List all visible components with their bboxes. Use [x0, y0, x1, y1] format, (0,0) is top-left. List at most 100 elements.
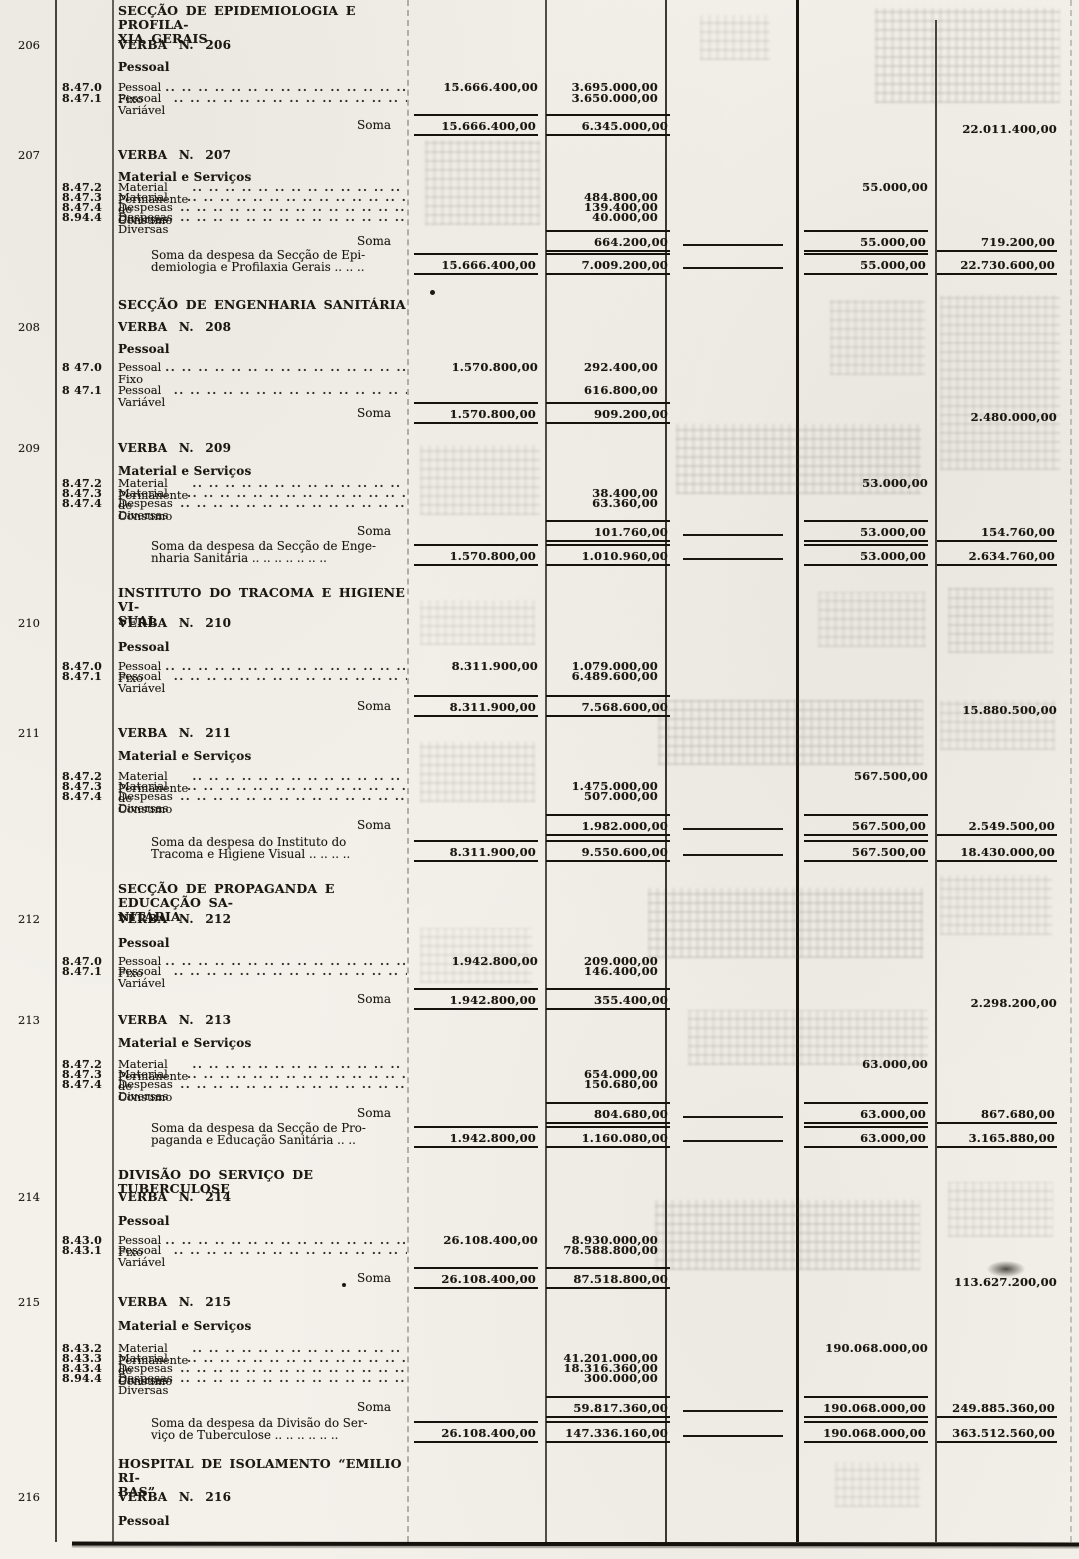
text-line: paganda e Educação Sanitária .. .. [151, 1132, 356, 1147]
dot-leader: .. .. .. .. .. .. .. .. .. .. .. .. .. .… [180, 1373, 407, 1385]
text-line: XIA GERAIS [118, 31, 208, 46]
ink-speck [342, 1283, 346, 1287]
amount-c2: 664.200,00 [546, 230, 670, 252]
empty-column-rule [683, 1435, 783, 1437]
budget-code: 8.47.0 [56, 956, 113, 968]
amount-c1-value: 1.570.800,00 [451, 360, 538, 374]
verba-margin-number: 210 [0, 616, 56, 630]
item-row: 8 47.0 Pessoal Fixo.. .. .. .. .. .. .. .… [0, 360, 1079, 386]
amount-c4-value: 567.500,00 [804, 814, 928, 836]
amount-c2-value: 59.817.360,00 [546, 1396, 670, 1418]
group-label-text: Pessoal [118, 342, 170, 356]
amount-c2: 150.680,00 [546, 1077, 666, 1091]
line-item-label: Despesas Diversas .. .. .. .. .. .. .. ..… [113, 1362, 407, 1386]
amount-c2: 41.201.000,00 [546, 1352, 666, 1365]
group-label-text: Pessoal [118, 60, 170, 74]
verba-title: VERBA N. 214 [113, 1190, 407, 1204]
budget-code: 8.47.3 [56, 192, 113, 204]
item-row: 8.43.3 Material de Consumo .. .. .. .. .. … [0, 1352, 1079, 1388]
soma-row: Soma 804.680,00 63.000,00 867.680,00 [0, 1102, 1079, 1124]
amount-c2-value: 3.650.000,00 [571, 91, 658, 105]
amount-c2: 146.400,00 [546, 965, 666, 978]
amount-c2: 147.336.160,00 [546, 1421, 670, 1443]
budget-code-text: 8.43.3 [62, 1352, 103, 1365]
soma-label-text: Soma [357, 118, 391, 132]
item-row: 8.47.2 Material Permanente.. .. .. .. .. … [0, 476, 1079, 502]
empty-column-rule [683, 244, 783, 246]
verba-title: VERBA N. 209 [113, 441, 407, 455]
amount-c2: 1.010.960,00 [546, 544, 670, 566]
verba-title: VERBA N. 215 [113, 1295, 407, 1309]
amount-c4-value: 63.000,00 [804, 1102, 928, 1124]
verba-margin-number-text: 210 [18, 616, 40, 630]
verba-row: 206 VERBA N. 206 [0, 38, 1079, 52]
section-row: DIVISÃO DO SERVIÇO DE TUBERCULOSE [0, 1168, 1079, 1196]
amount-c5-value: 2.549.500,00 [937, 816, 1057, 836]
amount-c5: 3.165.880,00 [936, 1128, 1079, 1148]
bleed-through-artifact [420, 600, 535, 645]
line-item-label: Despesas Diversas .. .. .. .. .. .. .. ..… [113, 497, 407, 521]
verba-margin-number-text: 207 [18, 148, 40, 162]
amount-c3 [666, 261, 797, 275]
group-row: Pessoal [0, 1214, 1079, 1228]
amount-c2: 59.817.360,00 [546, 1396, 670, 1418]
group-label-text: Pessoal [118, 640, 170, 654]
amount-c1-value: 8.311.900,00 [414, 840, 538, 862]
line-item-label: Material Permanente.. .. .. .. .. .. .. … [113, 181, 407, 205]
budget-code-text: 8.47.1 [62, 670, 103, 683]
amount-c2: 63.360,00 [546, 497, 666, 510]
amount-c5: 15.880.500,00 [936, 703, 1079, 717]
dot-leader: .. .. .. .. .. .. .. .. .. .. .. .. .. .… [165, 82, 407, 94]
secsum-row: Soma da despesa do Instituto do Tracoma e… [0, 836, 1079, 862]
amount-c2: 1.079.000,00 [546, 660, 666, 673]
group-label-text: Material e Serviços [118, 1036, 252, 1050]
budget-code-text: 8.43.4 [62, 1362, 103, 1375]
dot-leader: .. .. .. .. .. .. .. .. .. .. .. .. .. .… [187, 781, 407, 793]
line-item-label-text: Material Permanente [118, 769, 189, 795]
amount-c5: 363.512.560,00 [936, 1423, 1079, 1443]
amount-c2-value: 507.000,00 [583, 789, 658, 803]
dot-leader: .. .. .. .. .. .. .. .. .. .. .. .. .. .… [187, 192, 407, 204]
group-label-text: Material e Serviços [118, 749, 252, 763]
amount-c2-value: 1.010.960,00 [546, 544, 670, 566]
soma-row: Soma 101.760,00 53.000,00 154.760,00 [0, 520, 1079, 542]
section-sum-label: Soma da despesa da Divisão do Ser-viço d… [113, 1417, 407, 1443]
item-row: 8.43.2 Material Permanente.. .. .. .. .. … [0, 1342, 1079, 1366]
item-row: 8.43.4 Despesas Diversas .. .. .. .. .. ..… [0, 1362, 1079, 1386]
amount-c5: 154.760,00 [936, 522, 1079, 542]
amount-c4: 55.000,00 [797, 253, 936, 275]
budget-code-text: 8.47.4 [62, 497, 103, 510]
line-item-label-text: Material Permanente [118, 476, 189, 502]
verba-row: 209 VERBA N. 209 [0, 441, 1079, 455]
line-item-label-text: Pessoal Fixo [118, 360, 162, 386]
line-item-label-text: Pessoal Variável [118, 91, 166, 117]
secsum-row: Soma da despesa da Secção de Enge-nharia… [0, 540, 1079, 566]
item-row: 8.47.3 Material de Consumo .. .. .. .. .. … [0, 487, 1079, 523]
amount-c2-value: 150.680,00 [583, 1077, 658, 1091]
amount-c2: 101.760,00 [546, 520, 670, 542]
line-item-label: Pessoal Variável .. .. .. .. .. .. .. .. … [113, 91, 407, 117]
verba-label-text: VERBA N. 212 [118, 912, 232, 926]
amount-c4-value: 567.500,00 [804, 840, 928, 862]
budget-code-text: 8.47.0 [62, 81, 103, 94]
text-line: SECÇÃO DE PROPAGANDA E EDUCAÇÃO SA- [118, 881, 335, 910]
amount-c5-value: 113.627.200,00 [954, 1275, 1057, 1289]
bleed-through-artifact [420, 742, 535, 802]
item-row: 8.47.1 Pessoal Variável .. .. .. .. .. .. … [0, 669, 1079, 695]
verba-title: VERBA N. 210 [113, 616, 407, 630]
line-item-label: Material de Consumo .. .. .. .. .. .. .. … [113, 1068, 407, 1104]
secsum-row: Soma da despesa da Divisão do Ser-viço d… [0, 1417, 1079, 1443]
verba-row: 215 VERBA N. 215 [0, 1295, 1079, 1309]
line-item-label-text: Pessoal Variável [118, 669, 166, 695]
amount-c1-value: 26.108.400,00 [443, 1233, 538, 1247]
amount-c2-value: 1.160.080,00 [546, 1126, 670, 1148]
amount-c2-value: 8.930.000,00 [571, 1233, 658, 1247]
amount-c5: 18.430.000,00 [936, 842, 1079, 862]
amount-c1: 1.942.800,00 [407, 955, 546, 968]
bleed-through-artifact [818, 592, 926, 647]
line-item-label-text: Despesas Diversas [118, 210, 173, 236]
verba-label-text: VERBA N. 207 [118, 148, 232, 162]
verba-title: VERBA N. 206 [113, 38, 407, 52]
budget-code-text: 8.47.0 [62, 660, 103, 673]
group-label-text: Pessoal [118, 936, 170, 950]
